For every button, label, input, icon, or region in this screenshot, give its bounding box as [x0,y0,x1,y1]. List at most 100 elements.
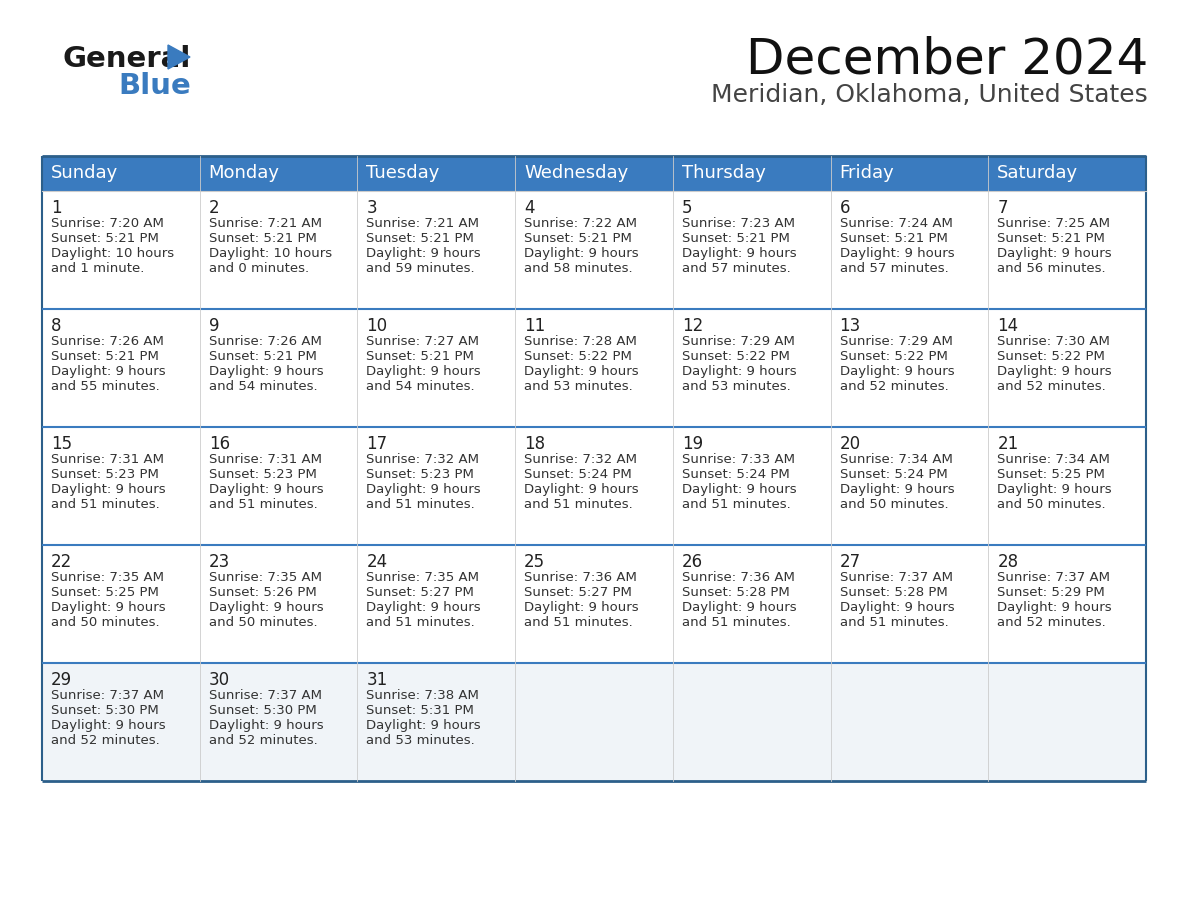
Text: Sunset: 5:21 PM: Sunset: 5:21 PM [840,232,948,245]
Text: Monday: Monday [209,164,279,183]
Bar [516,309,672,427]
Text: Daylight: 9 hours: Daylight: 9 hours [51,483,165,496]
Text: Daylight: 9 hours: Daylight: 9 hours [840,601,954,614]
Text: Sunset: 5:21 PM: Sunset: 5:21 PM [524,232,632,245]
Text: and 52 minutes.: and 52 minutes. [209,734,317,747]
Text: Sunrise: 7:38 AM: Sunrise: 7:38 AM [366,689,479,702]
Bar [516,191,672,309]
Bar [200,663,358,781]
Text: and 51 minutes.: and 51 minutes. [366,498,475,511]
Text: 4: 4 [524,199,535,217]
Text: 11: 11 [524,317,545,335]
Text: Sunset: 5:24 PM: Sunset: 5:24 PM [524,468,632,481]
Bar [42,427,200,545]
Text: Sunset: 5:28 PM: Sunset: 5:28 PM [682,586,790,599]
Text: Sunrise: 7:27 AM: Sunrise: 7:27 AM [366,335,480,348]
Text: Sunset: 5:25 PM: Sunset: 5:25 PM [997,468,1105,481]
Text: Sunrise: 7:32 AM: Sunrise: 7:32 AM [366,453,480,466]
Text: Daylight: 9 hours: Daylight: 9 hours [366,247,481,260]
Text: Daylight: 9 hours: Daylight: 9 hours [524,365,639,378]
Text: and 51 minutes.: and 51 minutes. [51,498,159,511]
Bar [516,427,672,545]
Text: Sunset: 5:21 PM: Sunset: 5:21 PM [366,350,474,363]
Text: Daylight: 9 hours: Daylight: 9 hours [997,365,1112,378]
Text: Sunrise: 7:20 AM: Sunrise: 7:20 AM [51,217,164,230]
Bar [672,545,830,663]
Text: and 53 minutes.: and 53 minutes. [366,734,475,747]
Text: and 53 minutes.: and 53 minutes. [524,380,633,393]
Bar [42,309,200,427]
Text: Thursday: Thursday [682,164,766,183]
Bar [830,309,988,427]
Text: Sunrise: 7:37 AM: Sunrise: 7:37 AM [997,571,1111,584]
Text: and 56 minutes.: and 56 minutes. [997,262,1106,275]
Text: 7: 7 [997,199,1007,217]
Bar [200,427,358,545]
Text: Sunset: 5:21 PM: Sunset: 5:21 PM [997,232,1105,245]
Text: Friday: Friday [840,164,895,183]
Text: Sunrise: 7:32 AM: Sunrise: 7:32 AM [524,453,637,466]
Text: and 1 minute.: and 1 minute. [51,262,145,275]
Bar [672,427,830,545]
Text: Daylight: 9 hours: Daylight: 9 hours [524,483,639,496]
Text: and 59 minutes.: and 59 minutes. [366,262,475,275]
Text: 31: 31 [366,671,387,689]
Text: Daylight: 9 hours: Daylight: 9 hours [366,601,481,614]
Text: Sunrise: 7:35 AM: Sunrise: 7:35 AM [366,571,480,584]
Bar [988,191,1146,309]
Text: 22: 22 [51,553,72,571]
Text: Daylight: 9 hours: Daylight: 9 hours [366,483,481,496]
Text: Sunset: 5:24 PM: Sunset: 5:24 PM [840,468,947,481]
Text: and 52 minutes.: and 52 minutes. [997,380,1106,393]
Text: Sunset: 5:24 PM: Sunset: 5:24 PM [682,468,790,481]
Bar [988,309,1146,427]
Bar [988,427,1146,545]
Text: Sunrise: 7:37 AM: Sunrise: 7:37 AM [840,571,953,584]
Text: and 54 minutes.: and 54 minutes. [209,380,317,393]
Text: and 51 minutes.: and 51 minutes. [682,616,790,629]
Text: Daylight: 9 hours: Daylight: 9 hours [366,365,481,378]
Bar [988,156,1146,191]
Text: Sunrise: 7:29 AM: Sunrise: 7:29 AM [840,335,953,348]
Text: and 50 minutes.: and 50 minutes. [840,498,948,511]
Text: Sunset: 5:31 PM: Sunset: 5:31 PM [366,704,474,717]
Text: Sunset: 5:29 PM: Sunset: 5:29 PM [997,586,1105,599]
Text: 13: 13 [840,317,861,335]
Text: and 55 minutes.: and 55 minutes. [51,380,159,393]
Text: Sunrise: 7:28 AM: Sunrise: 7:28 AM [524,335,637,348]
Text: Sunrise: 7:36 AM: Sunrise: 7:36 AM [682,571,795,584]
Bar [200,545,358,663]
Text: 20: 20 [840,435,860,453]
Text: 16: 16 [209,435,229,453]
Text: and 52 minutes.: and 52 minutes. [51,734,159,747]
Text: Daylight: 9 hours: Daylight: 9 hours [209,601,323,614]
Text: Daylight: 9 hours: Daylight: 9 hours [51,719,165,732]
Text: 26: 26 [682,553,703,571]
Text: 12: 12 [682,317,703,335]
Text: Daylight: 9 hours: Daylight: 9 hours [840,483,954,496]
Text: and 57 minutes.: and 57 minutes. [682,262,790,275]
Bar [830,191,988,309]
Text: and 51 minutes.: and 51 minutes. [682,498,790,511]
Text: Sunrise: 7:31 AM: Sunrise: 7:31 AM [51,453,164,466]
Text: Sunrise: 7:29 AM: Sunrise: 7:29 AM [682,335,795,348]
Text: 2: 2 [209,199,220,217]
Bar [516,663,672,781]
Bar [200,156,358,191]
Text: Sunrise: 7:33 AM: Sunrise: 7:33 AM [682,453,795,466]
Bar [830,545,988,663]
Text: Sunrise: 7:26 AM: Sunrise: 7:26 AM [209,335,322,348]
Text: and 53 minutes.: and 53 minutes. [682,380,790,393]
Text: Daylight: 9 hours: Daylight: 9 hours [51,365,165,378]
Text: Saturday: Saturday [997,164,1079,183]
Text: and 50 minutes.: and 50 minutes. [209,616,317,629]
Text: and 51 minutes.: and 51 minutes. [524,498,633,511]
Text: Sunset: 5:27 PM: Sunset: 5:27 PM [524,586,632,599]
Bar [988,545,1146,663]
Text: Sunrise: 7:36 AM: Sunrise: 7:36 AM [524,571,637,584]
Bar [358,545,516,663]
Text: Sunset: 5:23 PM: Sunset: 5:23 PM [209,468,316,481]
Bar [42,545,200,663]
Text: 28: 28 [997,553,1018,571]
Text: December 2024: December 2024 [746,36,1148,84]
